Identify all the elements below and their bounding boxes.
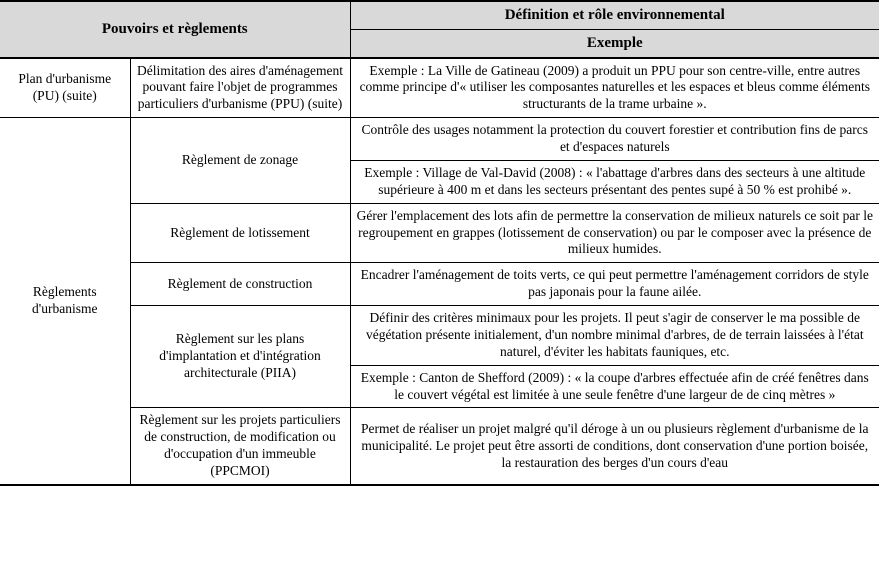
ru-piia-example: Exemple : Canton de Shefford (2009) : « … [350, 365, 879, 408]
ru-ppcmoi-definition: Permet de réaliser un projet malgré qu'i… [350, 408, 879, 485]
ru-piia-definition: Définir des critères minimaux pour les p… [350, 306, 879, 366]
ru-zonage-definition: Contrôle des usages notamment la protect… [350, 118, 879, 161]
header-right-bottom: Exemple [350, 29, 879, 57]
ru-ppcmoi-label: Règlement sur les projets particuliers d… [130, 408, 350, 485]
ru-lotissement-definition: Gérer l'emplacement des lots afin de per… [350, 203, 879, 263]
header-left: Pouvoirs et règlements [0, 1, 350, 58]
pu-subcategory: Délimitation des aires d'aménagement pou… [130, 58, 350, 118]
ru-zonage-label: Règlement de zonage [130, 118, 350, 204]
ru-construction-definition: Encadrer l'aménagement de toits verts, c… [350, 263, 879, 306]
regulations-table: Pouvoirs et règlements Définition et rôl… [0, 0, 879, 486]
ru-category: Règlements d'urbanisme [0, 118, 130, 485]
pu-example: Exemple : La Ville de Gatineau (2009) a … [350, 58, 879, 118]
ru-lotissement-label: Règlement de lotissement [130, 203, 350, 263]
ru-construction-label: Règlement de construction [130, 263, 350, 306]
ru-zonage-example: Exemple : Village de Val-David (2008) : … [350, 160, 879, 203]
pu-category: Plan d'urbanisme (PU) (suite) [0, 58, 130, 118]
header-right-top: Définition et rôle environnemental [350, 1, 879, 29]
ru-piia-label: Règlement sur les plans d'implantation e… [130, 306, 350, 408]
